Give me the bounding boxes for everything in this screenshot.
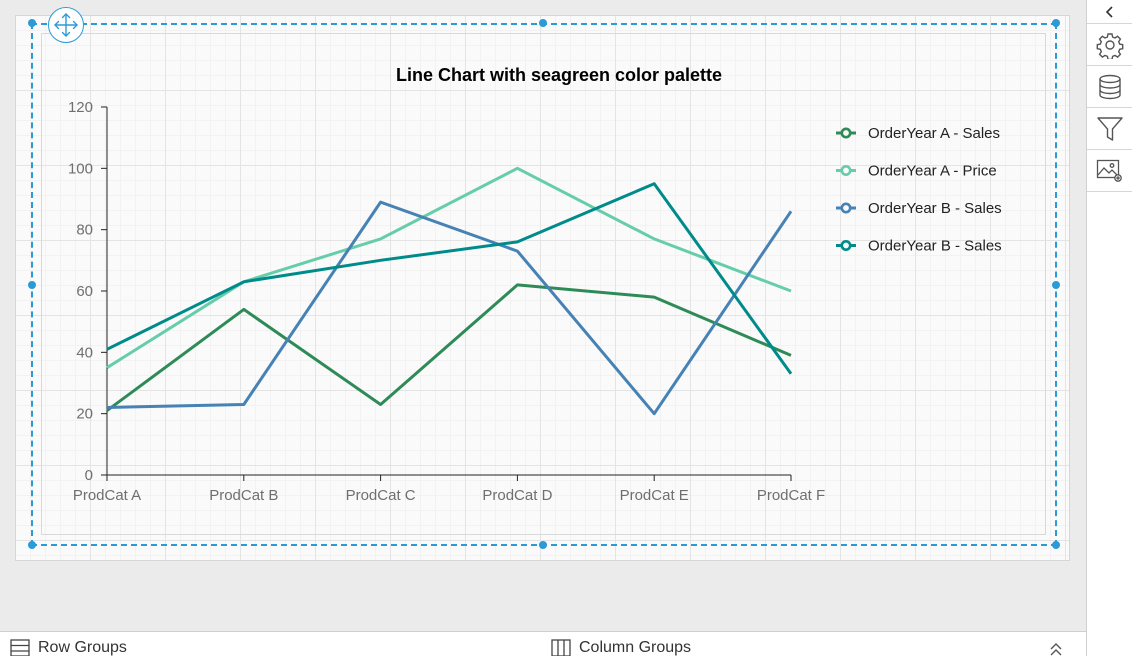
- legend-entry: OrderYear B - Sales: [868, 200, 1002, 217]
- rows-icon: [10, 639, 30, 656]
- y-tick-label: 80: [76, 222, 93, 239]
- series-line-2: [106, 166, 792, 369]
- column-groups-tab[interactable]: Column Groups: [551, 639, 691, 656]
- grouping-bar: Row Groups Column Groups: [0, 631, 1086, 656]
- x-tick-label: ProdCat A: [73, 487, 141, 504]
- filter-button[interactable]: [1087, 108, 1132, 150]
- x-tick-label: ProdCat F: [757, 487, 825, 504]
- database-icon: [1098, 74, 1121, 99]
- resize-handle-top-right[interactable]: [1052, 19, 1060, 27]
- x-tick-label: ProdCat B: [209, 487, 278, 504]
- legend-marker: [840, 127, 852, 139]
- y-tick-label: 20: [76, 406, 93, 423]
- resize-handle-top-left[interactable]: [28, 19, 36, 27]
- resize-handle-bottom[interactable]: [539, 541, 547, 549]
- legend-marker: [840, 240, 852, 252]
- series-line-4: [106, 182, 793, 375]
- collapse-panel-button[interactable]: [1087, 0, 1132, 24]
- legend-marker: [840, 202, 852, 214]
- chevron-double-up-icon[interactable]: [1048, 641, 1064, 656]
- y-tick-label: 0: [85, 467, 93, 484]
- image-settings-icon: [1096, 159, 1122, 182]
- properties-button[interactable]: [1087, 24, 1132, 66]
- line-chart: Line Chart with seagreen color palette 0 2…: [68, 65, 1002, 504]
- legend-entry: OrderYear B - Sales: [868, 238, 1002, 255]
- y-tick-label: 60: [76, 283, 93, 300]
- legend-entry: OrderYear A - Price: [868, 163, 997, 180]
- row-groups-label: Row Groups: [38, 639, 127, 656]
- column-groups-label: Column Groups: [579, 639, 692, 656]
- legend-entry: OrderYear A - Sales: [868, 125, 1000, 142]
- resize-handle-top[interactable]: [539, 19, 547, 27]
- resize-handle-bottom-right[interactable]: [1052, 541, 1060, 549]
- chart-report-item[interactable]: Line Chart with seagreen color palette 0 2…: [31, 23, 1057, 546]
- y-tick-label: 120: [68, 99, 93, 116]
- properties-sidebar: [1086, 0, 1132, 656]
- image-settings-button[interactable]: [1087, 150, 1132, 192]
- resize-handle-left[interactable]: [28, 281, 36, 289]
- move-handle[interactable]: [48, 7, 84, 43]
- x-tick-label: ProdCat D: [482, 487, 552, 504]
- x-tick-label: ProdCat C: [346, 487, 416, 504]
- resize-handle-right[interactable]: [1052, 281, 1060, 289]
- move-arrows-icon: [54, 13, 78, 37]
- filter-icon: [1096, 116, 1123, 141]
- resize-handle-bottom-left[interactable]: [28, 541, 36, 549]
- chart-title: Line Chart with seagreen color palette: [396, 65, 722, 85]
- chevron-left-icon: [1105, 5, 1113, 18]
- columns-icon: [551, 639, 571, 656]
- x-tick-label: ProdCat E: [620, 487, 689, 504]
- chart-area: [41, 33, 1046, 535]
- series-line-1: [106, 283, 792, 412]
- legend-marker: [840, 165, 852, 177]
- y-tick-label: 40: [76, 344, 93, 361]
- row-groups-tab[interactable]: Row Groups: [10, 639, 127, 656]
- gear-icon: [1096, 32, 1123, 59]
- series-line-3: [106, 200, 793, 416]
- y-tick-label: 100: [68, 160, 93, 177]
- data-button[interactable]: [1087, 66, 1132, 108]
